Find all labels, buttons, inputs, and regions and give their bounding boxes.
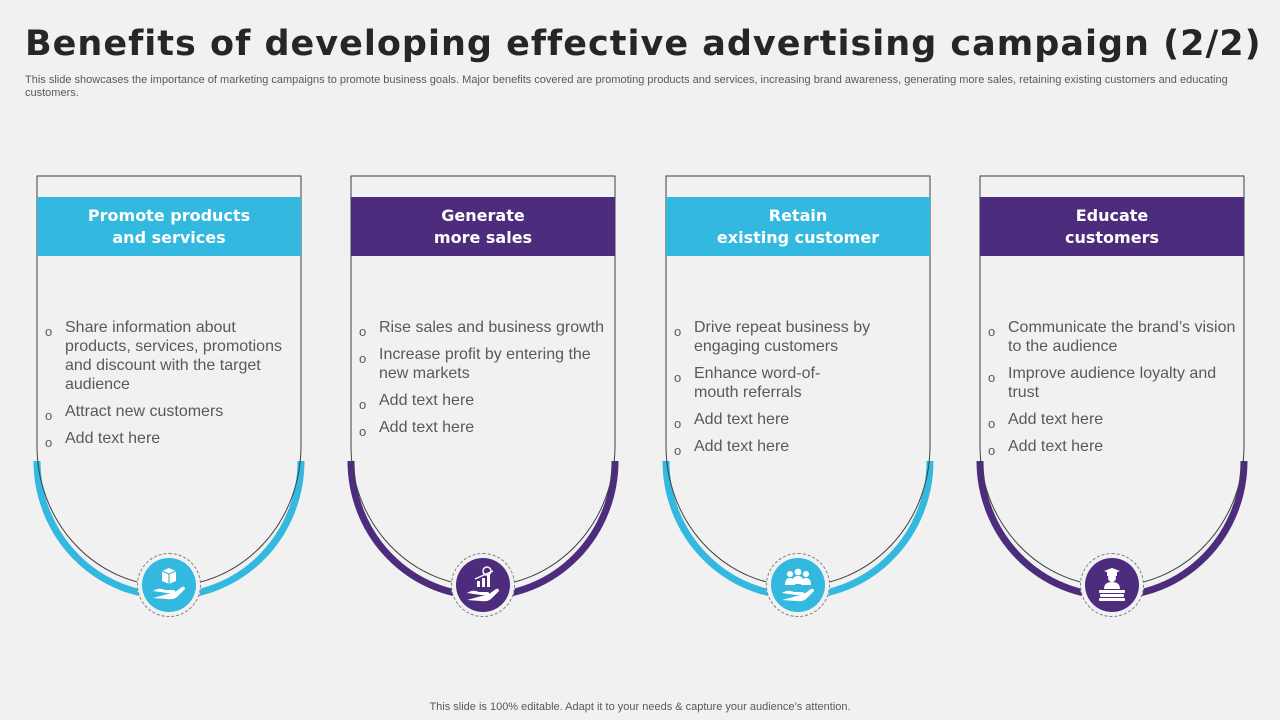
bullet-circle-icon: o: [359, 351, 367, 366]
bullet-circle-icon: o: [988, 324, 996, 339]
people-in-hand-icon: [771, 558, 825, 612]
icon-badge: [451, 553, 515, 617]
bullet-list: o Drive repeat business by engaging custo…: [674, 318, 922, 464]
list-item: o Add text here: [988, 438, 1104, 458]
page-title: Benefits of developing effective adverti…: [25, 24, 1262, 64]
box-in-hand-icon: [142, 558, 196, 612]
list-item: o Communicate the brand’s vision to the a…: [988, 319, 1236, 355]
card-title: Promote products and services: [87, 205, 251, 247]
list-item: o Add text here: [674, 438, 790, 458]
icon-badge: [137, 553, 201, 617]
growth-chart-in-hand-icon: [456, 558, 510, 612]
bullet-circle-icon: o: [359, 424, 367, 439]
bullet-circle-icon: o: [674, 370, 682, 385]
list-item: o Drive repeat business by engaging custo…: [674, 319, 871, 355]
benefit-card-educate: Educate customers o Communicate the brand…: [976, 175, 1248, 617]
list-item: o Share information about products, servi…: [45, 319, 282, 393]
bullet-list: o Communicate the brand’s vision to the a…: [988, 318, 1236, 464]
benefit-card-promote: Promote products and services o Share inf…: [33, 175, 305, 617]
card-title: Retain existing customer: [716, 205, 880, 247]
bullet-circle-icon: o: [359, 324, 367, 339]
bullet-circle-icon: o: [674, 324, 682, 339]
list-item: o Attract new customers: [45, 403, 224, 423]
list-item: o Rise sales and business growth: [359, 319, 605, 339]
list-item: o Add text here: [674, 411, 790, 431]
list-item: o Add text here: [988, 411, 1104, 431]
bullet-circle-icon: o: [988, 370, 996, 385]
list-item: o Increase profit by entering the new mar…: [359, 346, 591, 382]
bullet-circle-icon: o: [45, 435, 53, 450]
bullet-circle-icon: o: [45, 408, 53, 423]
benefit-card-sales: Generate more sales o Rise sales and busi…: [347, 175, 619, 617]
bullet-list: o Rise sales and business growth o Increas…: [359, 318, 607, 445]
list-item: o Add text here: [359, 392, 475, 412]
benefit-card-retain: Retain existing customer o Drive repeat b…: [662, 175, 934, 617]
graduate-on-books-icon: [1085, 558, 1139, 612]
icon-badge: [766, 553, 830, 617]
card-header-band: Generate more sales: [351, 197, 615, 256]
bullet-circle-icon: o: [674, 416, 682, 431]
list-item: o Add text here: [45, 430, 161, 450]
bullet-circle-icon: o: [988, 443, 996, 458]
list-item: o Add text here: [359, 419, 475, 439]
card-header-band: Educate customers: [980, 197, 1244, 256]
card-header-band: Retain existing customer: [666, 197, 930, 256]
page-subtitle: This slide showcases the importance of m…: [25, 74, 1228, 99]
bullet-circle-icon: o: [674, 443, 682, 458]
card-title: Educate customers: [1065, 205, 1159, 247]
list-item: o Enhance word-of-mouth referrals: [674, 365, 821, 401]
bullet-circle-icon: o: [359, 397, 367, 412]
bullet-circle-icon: o: [988, 416, 996, 431]
card-title: Generate more sales: [433, 205, 533, 247]
icon-badge: [1080, 553, 1144, 617]
footer-note: This slide is 100% editable. Adapt it to…: [429, 701, 851, 713]
card-header-band: Promote products and services: [37, 197, 301, 256]
bullet-list: o Share information about products, servi…: [45, 318, 293, 456]
bullet-circle-icon: o: [45, 324, 53, 339]
list-item: o Improve audience loyalty and trust: [988, 365, 1217, 401]
